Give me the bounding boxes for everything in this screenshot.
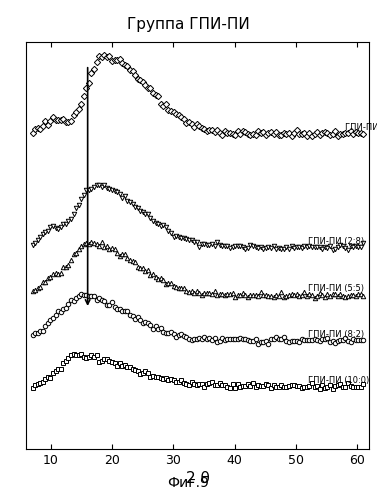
Text: Группа ГПИ-ПИ: Группа ГПИ-ПИ (127, 17, 250, 32)
Text: Фиг.9: Фиг.9 (167, 476, 210, 490)
Text: ГПИ-ПИ (8:2): ГПИ-ПИ (8:2) (308, 330, 364, 339)
Text: ГПИ-ПИ (2:8): ГПИ-ПИ (2:8) (308, 237, 364, 246)
X-axis label: 2 θ: 2 θ (186, 471, 210, 486)
Text: ГПИ-ПИ (0:10): ГПИ-ПИ (0:10) (345, 123, 377, 132)
Text: ГПИ-ПИ (10:0): ГПИ-ПИ (10:0) (308, 376, 369, 385)
Text: ГПИ-ПИ (5:5): ГПИ-ПИ (5:5) (308, 284, 364, 293)
